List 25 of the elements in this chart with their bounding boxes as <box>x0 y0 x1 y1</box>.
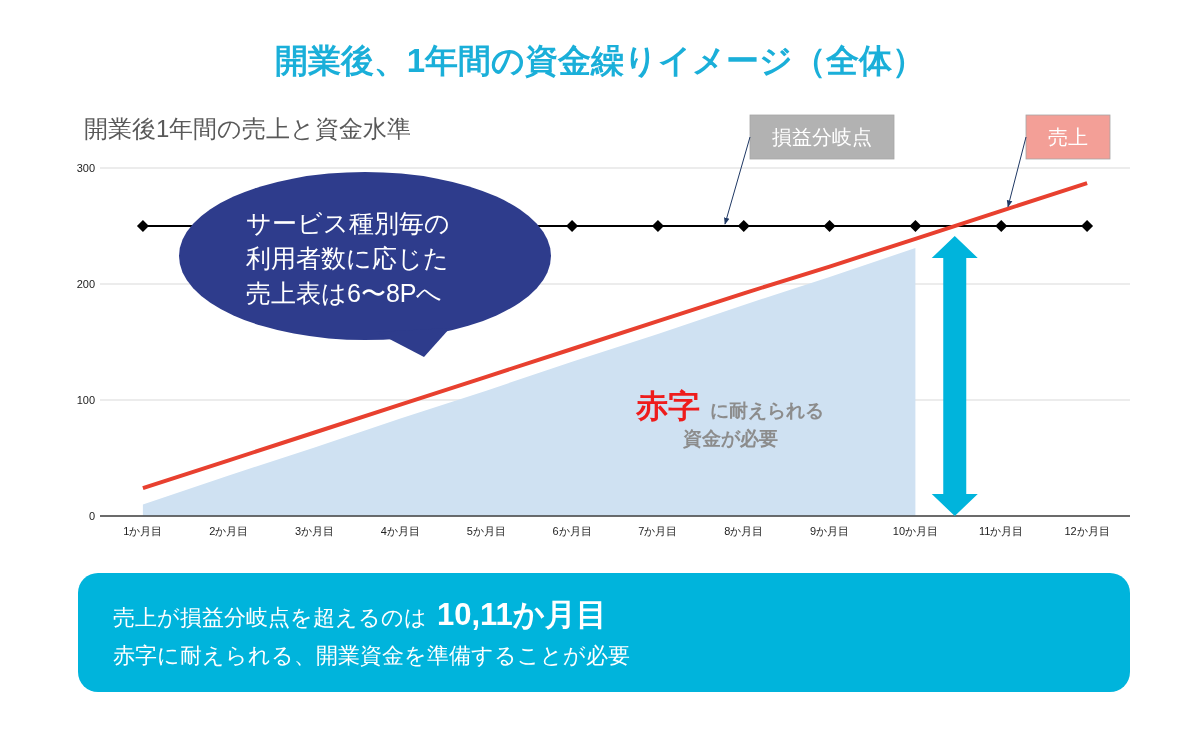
x-tick-label: 1か月目 <box>123 525 163 537</box>
x-tick-label: 7か月目 <box>638 525 678 537</box>
y-tick-label: 200 <box>76 278 95 290</box>
x-tick-label: 9か月目 <box>810 525 850 537</box>
series-label: 売上 <box>1048 126 1088 148</box>
annotation: サービス種別毎の利用者数に応じた売上表は6〜8Pへ <box>246 209 450 307</box>
y-tick-label: 0 <box>88 510 95 522</box>
x-tick-label: 10か月目 <box>892 525 939 537</box>
x-tick-label: 4か月目 <box>380 525 420 537</box>
x-tick-label: 6か月目 <box>552 525 592 537</box>
annotation-deficit: 赤字 に耐えられる資金が必要 <box>636 388 824 449</box>
line-series <box>140 181 1090 491</box>
x-tick-label: 11か月目 <box>979 525 1024 537</box>
y-tick-label: 100 <box>76 394 95 406</box>
x-tick-label: 12か月目 <box>1064 525 1110 537</box>
series-label: 損益分岐点 <box>724 114 895 225</box>
x-tick-label: 5か月目 <box>466 525 506 537</box>
x-tick-label: 3か月目 <box>295 525 335 537</box>
x-tick-label: 8か月目 <box>724 525 764 537</box>
chart-title: 開業後、1年間の資金繰りイメージ（全体） <box>274 42 926 79</box>
x-tick-label: 2か月目 <box>209 525 249 537</box>
y-tick-label: 300 <box>76 162 95 174</box>
annotation-summary: 売上が損益分岐点を超えるのは 10,11か月目 赤字に耐えられる、開業資金を準備することが必要 <box>78 573 1130 692</box>
series-label: 売上 <box>1006 114 1111 208</box>
chart-subtitle: 開業後1年間の売上と資金水準 <box>84 115 412 142</box>
